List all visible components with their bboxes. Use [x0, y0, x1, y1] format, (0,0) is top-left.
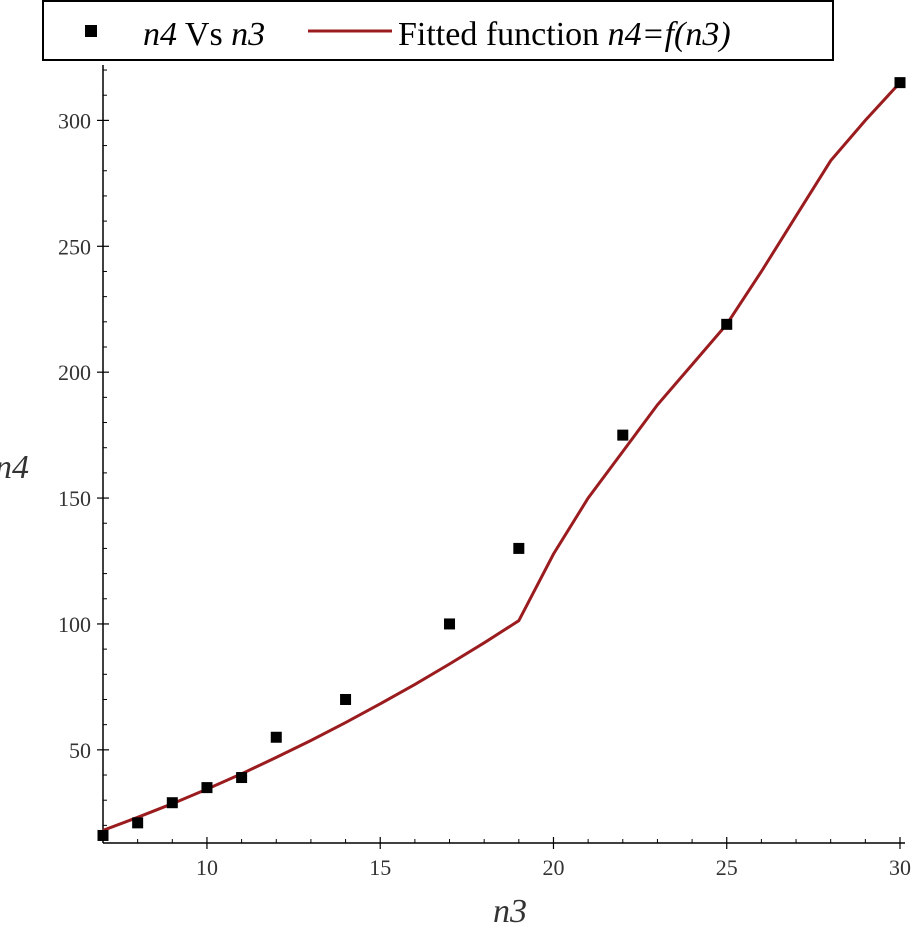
x-axis-title: n3: [493, 893, 527, 930]
legend: n4 Vs n3 Fitted function n4=f(n3): [42, 0, 834, 61]
y-tick-label: 50: [69, 738, 91, 763]
x-tick-label: 30: [889, 855, 911, 880]
data-point: [513, 542, 525, 554]
data-point: [166, 797, 178, 809]
legend-scatter-label: n4 Vs n3: [143, 16, 265, 53]
x-tick-label: 25: [716, 855, 738, 880]
y-tick-label: 150: [58, 486, 91, 511]
legend-line-label-eq: n4=f(n3): [608, 16, 731, 53]
data-points: [97, 77, 906, 841]
data-point: [270, 731, 282, 743]
fitted-function-line: [102, 81, 902, 832]
data-point: [444, 618, 456, 630]
data-point: [721, 318, 733, 330]
legend-scatter-label-y: n4: [143, 16, 177, 53]
y-tick-label: 200: [58, 360, 91, 385]
minor-ticks: [103, 69, 866, 843]
legend-line-label-prefix: Fitted function: [398, 16, 608, 53]
y-axis-title: n4: [0, 449, 29, 486]
x-ticks: 10 15 20 25 30: [196, 837, 911, 880]
data-point: [201, 782, 213, 794]
data-point: [617, 429, 629, 441]
legend-box: [42, 0, 834, 61]
legend-scatter-label-vs: Vs: [177, 16, 231, 53]
x-tick-label: 10: [196, 855, 218, 880]
y-tick-label: 250: [58, 234, 91, 259]
legend-scatter-label-x: n3: [231, 16, 265, 53]
data-point: [894, 77, 906, 89]
legend-scatter-marker: [85, 25, 97, 37]
x-tick-label: 15: [369, 855, 391, 880]
data-point: [97, 829, 109, 841]
data-point: [132, 817, 144, 829]
y-ticks: 50 100 150 200 250 300: [58, 108, 109, 763]
data-point: [340, 693, 352, 705]
x-tick-label: 20: [542, 855, 564, 880]
y-tick-label: 100: [58, 612, 91, 637]
y-tick-label: 300: [58, 108, 91, 133]
legend-line-label: Fitted function n4=f(n3): [398, 16, 731, 53]
data-point: [236, 772, 248, 784]
